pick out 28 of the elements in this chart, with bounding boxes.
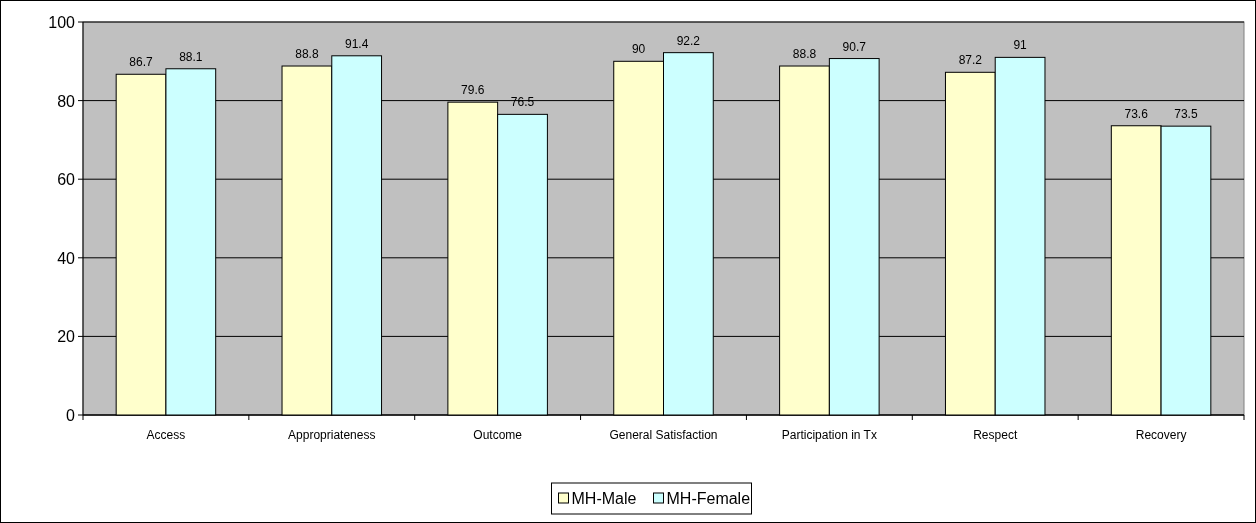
x-tick-label: Appropriateness: [288, 428, 376, 442]
data-label: 73.5: [1174, 107, 1198, 122]
x-tick-label: Outcome: [473, 428, 523, 442]
data-label: 92.2: [676, 33, 701, 48]
x-tick-label: General Satisfaction: [609, 428, 718, 442]
x-tick-label: Recovery: [1135, 428, 1187, 442]
data-label: 90.7: [842, 39, 867, 54]
data-label: 91: [1013, 38, 1028, 53]
y-tick-label: 80: [57, 92, 76, 110]
x-tick-label: Access: [146, 428, 186, 442]
y-tick-label: 0: [66, 407, 76, 424]
data-label: 88.1: [179, 49, 203, 64]
data-label: 73.6: [1124, 106, 1149, 121]
data-label: 91.4: [344, 36, 369, 51]
y-tick-label: 60: [57, 171, 76, 189]
data-label: 90: [631, 42, 646, 57]
legend-label: MH-Female: [666, 490, 751, 507]
data-label: 86.7: [129, 55, 154, 70]
y-tick-label: 20: [57, 328, 76, 346]
data-label: 79.6: [461, 83, 485, 98]
y-tick-label: 40: [57, 249, 76, 267]
y-tick-label: 100: [48, 14, 76, 31]
data-label: 87.2: [958, 53, 983, 68]
data-label: 88.8: [792, 47, 817, 62]
data-label: 88.8: [295, 47, 319, 62]
x-tick-label: Respect: [973, 428, 1018, 442]
x-tick-label: Participation in Tx: [781, 428, 877, 442]
legend-label: MH-Male: [571, 490, 637, 507]
